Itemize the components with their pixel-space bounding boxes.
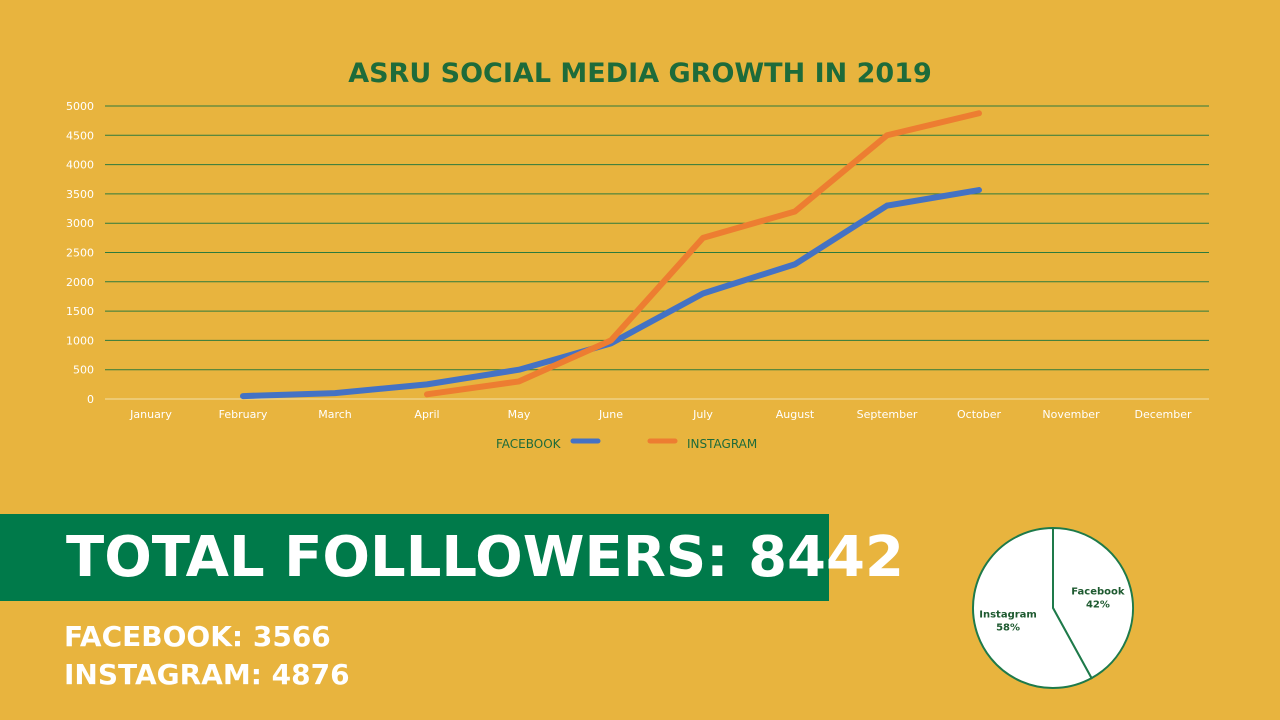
total-followers-banner: TOTAL FOLLLOWERS: 8442 bbox=[0, 514, 904, 601]
x-tick-label: December bbox=[1134, 408, 1192, 421]
y-tick-label: 3500 bbox=[66, 188, 94, 201]
pie-value-facebook: 42% bbox=[1086, 599, 1110, 610]
pie-labels: Facebook 42% Instagram 58% bbox=[979, 586, 1125, 633]
series-line-instagram bbox=[424, 110, 982, 398]
pie-value-instagram: 58% bbox=[996, 623, 1020, 634]
y-tick-label: 2000 bbox=[66, 276, 94, 289]
instagram-followers-stat: INSTAGRAM: 4876 bbox=[64, 658, 350, 691]
x-tick-label: May bbox=[508, 408, 531, 421]
x-tick-labels: January February March April May June July Augu… bbox=[129, 408, 1192, 421]
x-tick-label: October bbox=[957, 408, 1001, 421]
facebook-followers-stat: FACEBOOK: 3566 bbox=[64, 620, 331, 653]
pie-chart: Facebook 42% Instagram 58% bbox=[972, 526, 1134, 689]
y-tick-label: 0 bbox=[87, 393, 94, 406]
legend: FACEBOOK INSTAGRAM bbox=[496, 437, 757, 451]
x-tick-label: November bbox=[1042, 408, 1100, 421]
total-followers-text: TOTAL FOLLLOWERS: 8442 bbox=[66, 525, 904, 590]
line-chart: ASRU SOCIAL MEDIA GROWTH IN 2019 0 500 100… bbox=[66, 58, 1209, 451]
chart-title: ASRU SOCIAL MEDIA GROWTH IN 2019 bbox=[348, 58, 932, 89]
y-tick-label: 4000 bbox=[66, 159, 94, 172]
x-tick-label: August bbox=[776, 408, 815, 421]
y-tick-label: 1500 bbox=[66, 305, 94, 318]
legend-label-instagram: INSTAGRAM bbox=[687, 437, 757, 451]
x-tick-label: February bbox=[219, 408, 268, 421]
series-lines bbox=[240, 110, 982, 400]
x-tick-label: June bbox=[598, 408, 623, 421]
x-tick-label: April bbox=[414, 408, 439, 421]
pie-slice-facebook bbox=[1052, 526, 1134, 680]
y-tick-label: 3000 bbox=[66, 217, 94, 230]
pie-label-instagram: Instagram bbox=[979, 610, 1037, 621]
pie-slice-instagram bbox=[972, 526, 1093, 689]
x-tick-label: March bbox=[318, 408, 352, 421]
pie-slices bbox=[972, 526, 1134, 689]
y-tick-label: 5000 bbox=[66, 100, 94, 113]
x-tick-label: September bbox=[857, 408, 918, 421]
legend-label-facebook: FACEBOOK bbox=[496, 437, 562, 451]
x-tick-label: July bbox=[692, 408, 713, 421]
y-tick-label: 500 bbox=[73, 364, 94, 377]
pie-label-facebook: Facebook bbox=[1071, 586, 1125, 597]
x-tick-label: January bbox=[129, 408, 172, 421]
y-tick-labels: 0 500 1000 1500 2000 2500 3000 3500 4000 4500 5000 bbox=[66, 100, 94, 406]
y-tick-label: 2500 bbox=[66, 247, 94, 260]
y-tick-label: 1000 bbox=[66, 334, 94, 347]
y-tick-label: 4500 bbox=[66, 129, 94, 142]
grid-lines bbox=[105, 105, 1209, 400]
series-line-facebook bbox=[240, 187, 982, 400]
